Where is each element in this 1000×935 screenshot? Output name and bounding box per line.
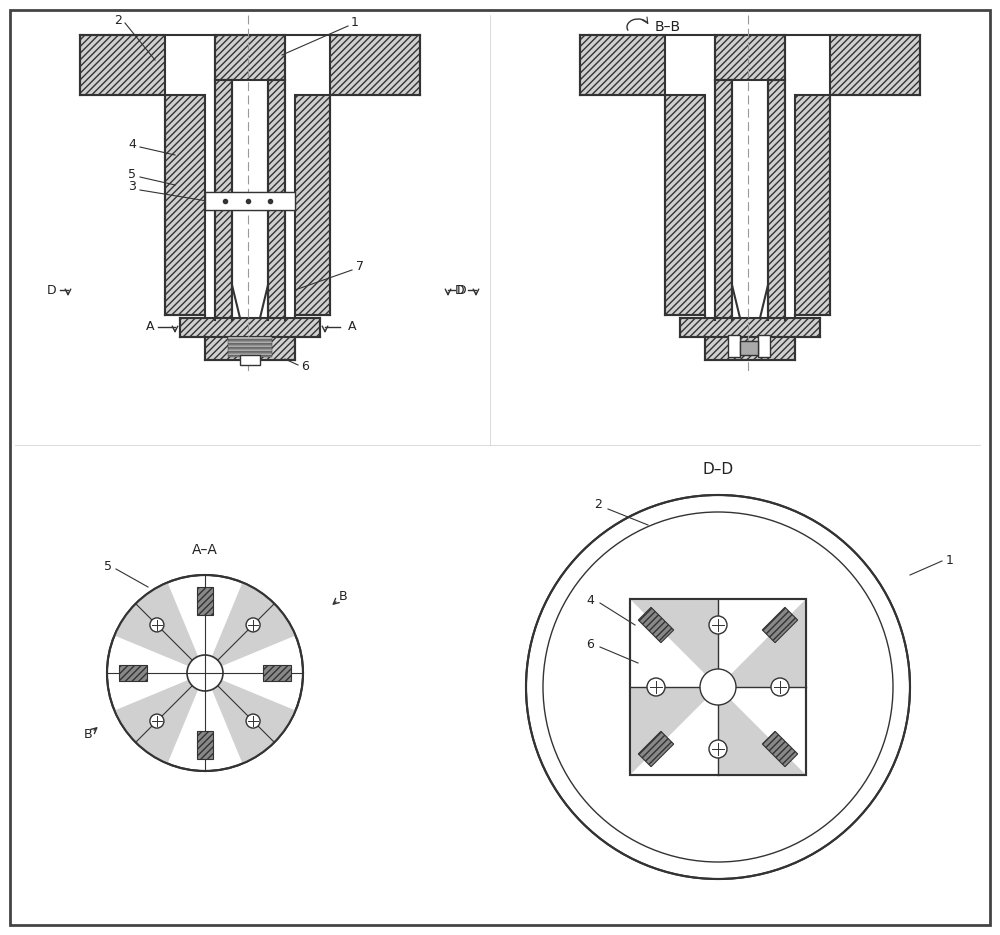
Polygon shape <box>80 35 165 95</box>
Text: D: D <box>457 283 467 296</box>
Polygon shape <box>263 665 291 681</box>
Circle shape <box>150 618 164 632</box>
Bar <box>240 355 260 365</box>
Text: 1: 1 <box>351 17 359 30</box>
Polygon shape <box>580 35 665 95</box>
Bar <box>630 599 806 775</box>
Polygon shape <box>665 95 705 315</box>
Bar <box>228 343 272 345</box>
Text: 5: 5 <box>104 560 112 573</box>
Text: 7: 7 <box>356 261 364 274</box>
Bar <box>228 349 272 351</box>
Circle shape <box>543 512 893 862</box>
Text: 4: 4 <box>128 138 136 151</box>
Bar <box>740 341 758 355</box>
Text: B–B: B–B <box>655 20 681 34</box>
Bar <box>228 351 272 353</box>
Polygon shape <box>762 731 798 767</box>
Bar <box>228 337 272 339</box>
Polygon shape <box>768 80 785 320</box>
Polygon shape <box>119 665 147 681</box>
Text: 2: 2 <box>594 498 602 511</box>
Bar <box>758 335 770 357</box>
Text: D: D <box>47 283 57 296</box>
Polygon shape <box>205 337 295 360</box>
Text: 1: 1 <box>946 554 954 567</box>
Text: A: A <box>348 321 356 334</box>
Text: 5: 5 <box>128 168 136 181</box>
Text: B: B <box>84 728 92 741</box>
Polygon shape <box>295 95 330 315</box>
Text: 2: 2 <box>114 13 122 26</box>
Circle shape <box>709 740 727 758</box>
Text: D–D: D–D <box>702 463 734 478</box>
Circle shape <box>246 714 260 728</box>
Bar <box>228 345 272 347</box>
Polygon shape <box>180 318 320 337</box>
Polygon shape <box>762 608 798 642</box>
Polygon shape <box>715 80 732 320</box>
Bar <box>228 355 272 357</box>
Polygon shape <box>205 673 296 764</box>
Text: 6: 6 <box>586 639 594 652</box>
Polygon shape <box>330 35 420 95</box>
Polygon shape <box>830 35 920 95</box>
Polygon shape <box>715 35 785 80</box>
Circle shape <box>526 495 910 879</box>
Polygon shape <box>197 731 213 759</box>
Polygon shape <box>114 583 205 673</box>
Bar <box>728 335 740 357</box>
Text: 3: 3 <box>128 180 136 194</box>
Polygon shape <box>795 95 830 315</box>
Polygon shape <box>638 608 674 642</box>
Polygon shape <box>165 95 205 315</box>
Circle shape <box>647 678 665 696</box>
Text: B: B <box>339 591 347 603</box>
Circle shape <box>246 618 260 632</box>
Polygon shape <box>205 583 296 673</box>
Text: A: A <box>146 321 154 334</box>
Circle shape <box>107 575 303 771</box>
Polygon shape <box>268 80 285 320</box>
Text: A–A: A–A <box>192 543 218 557</box>
Polygon shape <box>705 337 795 360</box>
Polygon shape <box>630 687 718 775</box>
Polygon shape <box>680 318 820 337</box>
Bar <box>228 353 272 355</box>
Polygon shape <box>215 80 232 320</box>
Polygon shape <box>215 35 285 80</box>
Bar <box>228 347 272 349</box>
Polygon shape <box>718 599 806 687</box>
Bar <box>205 192 295 210</box>
Bar <box>228 339 272 341</box>
Polygon shape <box>718 687 806 775</box>
Circle shape <box>187 655 223 691</box>
Circle shape <box>700 669 736 705</box>
Polygon shape <box>114 673 205 764</box>
Text: 4: 4 <box>586 594 594 607</box>
Circle shape <box>150 714 164 728</box>
Polygon shape <box>197 587 213 615</box>
Circle shape <box>709 616 727 634</box>
Polygon shape <box>638 731 674 767</box>
Text: 6: 6 <box>301 361 309 373</box>
Circle shape <box>771 678 789 696</box>
Bar <box>228 341 272 343</box>
Polygon shape <box>630 599 718 687</box>
Bar <box>630 599 806 775</box>
Text: D: D <box>455 283 465 296</box>
